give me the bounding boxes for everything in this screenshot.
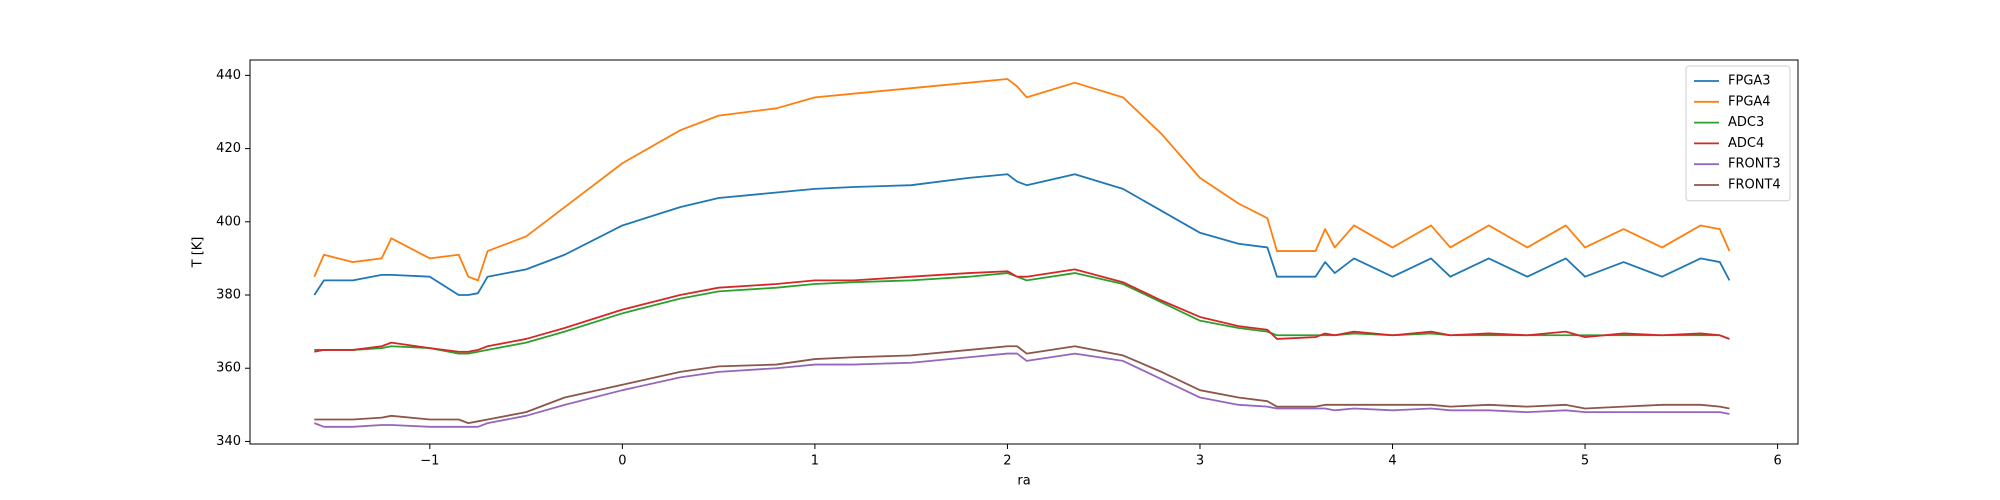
y-tick-label: 420 — [216, 141, 241, 156]
data-line — [314, 345, 1730, 425]
data-line — [313, 173, 1731, 296]
data-line — [314, 268, 1730, 353]
legend-label: FPGA4 — [1728, 94, 1771, 109]
x-tick-label: 1 — [811, 454, 819, 469]
y-axis-label: T [K] — [191, 237, 206, 269]
data-line — [313, 78, 1731, 282]
x-tick-label: −1 — [420, 454, 439, 469]
legend-label: ADC3 — [1728, 115, 1764, 130]
x-tick-label: 4 — [1388, 454, 1396, 469]
legend-label: FPGA3 — [1728, 74, 1771, 89]
y-tick-label: 340 — [216, 434, 241, 449]
x-tick-label: 6 — [1773, 454, 1781, 469]
x-tick-label: 2 — [1003, 454, 1011, 469]
y-tick-label: 360 — [216, 361, 241, 376]
x-axis-label: ra — [1017, 474, 1030, 489]
y-tick-label: 400 — [216, 214, 241, 229]
x-tick-label: 5 — [1581, 454, 1589, 469]
axes-frame — [249, 59, 1799, 445]
legend-label: FRONT4 — [1728, 178, 1781, 193]
x-tick-label: 0 — [618, 454, 626, 469]
x-tick-label: 3 — [1196, 454, 1204, 469]
legend-label: ADC4 — [1728, 136, 1764, 151]
legend-label: FRONT3 — [1728, 157, 1781, 172]
data-line — [313, 352, 1730, 428]
data-line — [314, 272, 1730, 355]
legend-box — [1685, 65, 1791, 202]
y-tick-label: 440 — [216, 68, 241, 83]
y-tick-label: 380 — [216, 288, 241, 303]
